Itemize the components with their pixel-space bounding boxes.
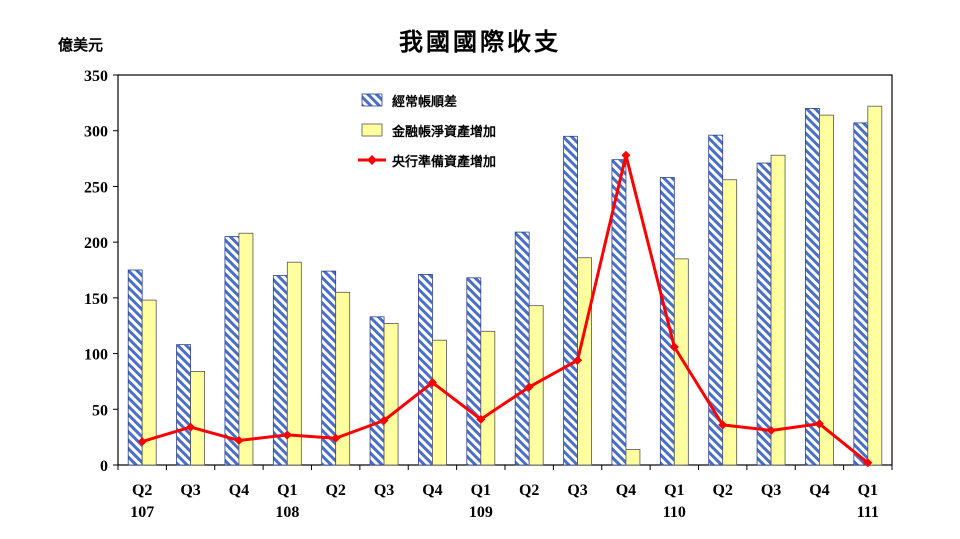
x-year-label: 108 bbox=[275, 504, 299, 521]
x-tick-label: Q2 bbox=[712, 482, 732, 499]
line-point-reserve-assets bbox=[524, 382, 534, 392]
chart-title: 我國國際收支 bbox=[399, 27, 561, 56]
x-tick-label: Q1 bbox=[277, 482, 297, 499]
x-tick-label: Q3 bbox=[374, 482, 394, 499]
bar-financial-account bbox=[480, 330, 496, 466]
y-tick-label: 150 bbox=[84, 291, 108, 308]
bar-current-account bbox=[369, 316, 385, 466]
bar-current-account bbox=[563, 135, 578, 466]
bar-financial-account bbox=[819, 114, 834, 466]
line-point-reserve-assets bbox=[331, 433, 341, 443]
line-point-reserve-assets bbox=[186, 422, 196, 432]
line-point-reserve-assets bbox=[863, 458, 873, 468]
bar-current-account bbox=[176, 344, 191, 466]
legend-swatch-current-account bbox=[361, 93, 383, 107]
bar-financial-account bbox=[432, 339, 447, 466]
bar-financial-account bbox=[141, 299, 157, 466]
bar-current-account bbox=[418, 274, 433, 466]
bar-financial-account bbox=[190, 370, 205, 466]
line-point-reserve-assets bbox=[427, 378, 437, 388]
x-tick-label: Q2 bbox=[519, 482, 539, 499]
line-point-reserve-assets bbox=[814, 419, 824, 429]
bar-current-account bbox=[224, 236, 240, 466]
line-point-reserve-assets bbox=[573, 355, 583, 365]
y-tick-label: 300 bbox=[84, 124, 108, 141]
line-point-reserve-assets bbox=[621, 150, 631, 160]
x-tick-label: Q1 bbox=[858, 482, 878, 499]
x-tick-label: Q4 bbox=[229, 482, 249, 499]
legend-swatch-reserve-marker bbox=[367, 155, 377, 165]
line-point-reserve-assets bbox=[669, 342, 679, 352]
x-tick-label: Q4 bbox=[422, 482, 442, 499]
x-tick-label: Q4 bbox=[809, 482, 829, 499]
y-tick-label: 100 bbox=[84, 347, 108, 364]
x-year-label: 109 bbox=[469, 504, 493, 521]
legend-label: 金融帳淨資產增加 bbox=[391, 124, 496, 140]
legend-swatch-financial-account bbox=[361, 123, 383, 137]
x-tick-label: Q2 bbox=[132, 482, 152, 499]
line-point-reserve-assets bbox=[718, 420, 728, 430]
bar-current-account bbox=[805, 108, 820, 466]
legend-label: 央行準備資產增加 bbox=[392, 154, 496, 170]
x-tick-label: Q2 bbox=[325, 482, 345, 499]
bar-current-account bbox=[611, 159, 627, 466]
x-year-label: 110 bbox=[663, 504, 686, 521]
bar-financial-account bbox=[238, 232, 254, 466]
x-tick-label: Q1 bbox=[664, 482, 684, 499]
bar-current-account bbox=[853, 122, 869, 466]
line-point-reserve-assets bbox=[766, 425, 776, 435]
line-point-reserve-assets bbox=[476, 414, 486, 424]
line-point-reserve-assets bbox=[137, 437, 147, 447]
bar-current-account bbox=[127, 269, 143, 466]
x-tick-label: Q4 bbox=[616, 482, 636, 499]
legend-label: 經常帳順差 bbox=[392, 94, 457, 110]
bar-financial-account bbox=[383, 323, 399, 466]
bar-current-account bbox=[756, 162, 772, 466]
line-reserve-assets bbox=[141, 153, 869, 464]
bar-financial-account bbox=[286, 261, 302, 466]
y-tick-label: 250 bbox=[84, 179, 108, 196]
line-point-reserve-assets bbox=[234, 435, 244, 445]
x-tick-label: Q3 bbox=[180, 482, 200, 499]
y-axis-unit-label: 億美元 bbox=[58, 36, 104, 54]
y-tick-label: 50 bbox=[92, 402, 108, 419]
bar-financial-account bbox=[722, 179, 738, 466]
x-tick-label: Q3 bbox=[761, 482, 781, 499]
line-point-reserve-assets bbox=[282, 430, 292, 440]
bar-financial-account bbox=[673, 258, 689, 466]
x-year-label: 107 bbox=[130, 504, 154, 521]
line-point-reserve-assets bbox=[379, 415, 389, 425]
x-year-label: 111 bbox=[857, 504, 879, 521]
bar-financial-account bbox=[770, 154, 786, 466]
x-tick-label: Q1 bbox=[471, 482, 491, 499]
y-tick-label: 350 bbox=[84, 68, 108, 85]
bar-current-account bbox=[514, 231, 530, 466]
y-tick-label: 200 bbox=[84, 235, 108, 252]
bar-financial-account bbox=[625, 448, 641, 466]
bar-current-account bbox=[466, 277, 482, 466]
y-tick-label: 0 bbox=[100, 458, 108, 475]
bar-financial-account bbox=[335, 291, 351, 466]
bar-financial-account bbox=[867, 105, 883, 466]
x-tick-label: Q3 bbox=[567, 482, 587, 499]
